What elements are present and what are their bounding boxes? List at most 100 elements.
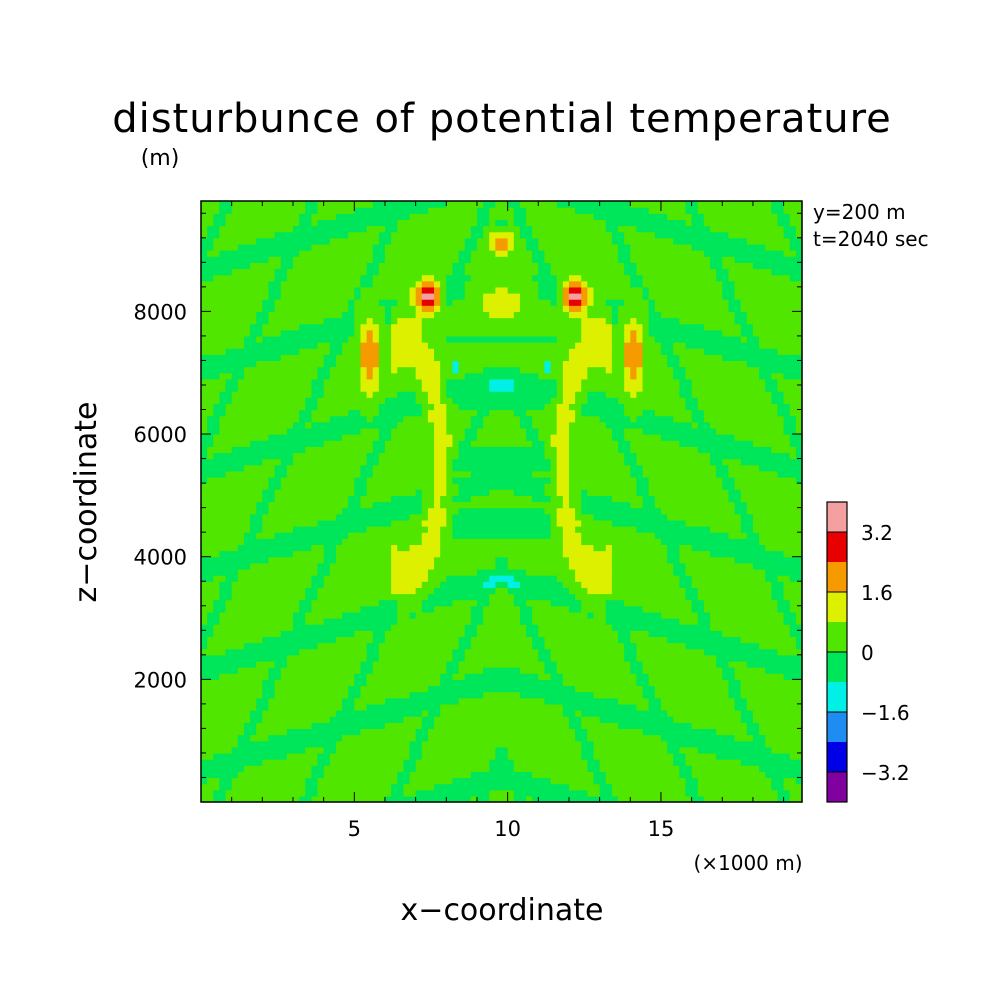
heatmap-cell (354, 771, 362, 779)
heatmap-cell (360, 777, 368, 785)
heatmap-cell (648, 660, 656, 668)
heatmap-cell (501, 630, 509, 638)
heatmap-cell (624, 685, 631, 693)
heatmap-cell (611, 507, 619, 515)
heatmap-cell (587, 654, 595, 662)
heatmap-cell (366, 489, 374, 496)
heatmap-cell (618, 777, 625, 785)
heatmap-cell (562, 697, 570, 705)
heatmap-cell (427, 789, 435, 797)
heatmap-cell (605, 532, 613, 539)
heatmap-cell (446, 722, 454, 730)
heatmap-cell (317, 618, 325, 625)
heatmap-cell (397, 679, 404, 687)
heatmap-cell (219, 710, 227, 717)
heatmap-cell (538, 759, 546, 766)
heatmap-cell (225, 575, 233, 582)
heatmap-cell (243, 667, 251, 674)
heatmap-cell (550, 697, 558, 705)
heatmap-cell (415, 581, 423, 588)
heatmap-cell (415, 587, 423, 595)
heatmap-cell (777, 710, 785, 717)
heatmap-cell (648, 587, 656, 595)
heatmap-cell (783, 562, 791, 570)
heatmap-cell (409, 703, 417, 711)
heatmap-cell (636, 630, 644, 638)
heatmap-cell (538, 624, 546, 631)
heatmap-cell (765, 575, 772, 582)
heatmap-cell (526, 654, 533, 662)
heatmap-cell (746, 679, 754, 687)
heatmap-cell (280, 654, 288, 662)
heatmap-cell (611, 513, 619, 521)
heatmap-cell (243, 593, 251, 601)
heatmap-cell (507, 501, 515, 509)
heatmap-cell (483, 624, 490, 631)
heatmap-cell (501, 544, 509, 552)
heatmap-cell (446, 746, 454, 754)
heatmap-cell (329, 765, 337, 772)
heatmap-cell (513, 654, 521, 662)
heatmap-cell (722, 636, 730, 644)
heatmap-cell (305, 550, 312, 558)
heatmap-cell (795, 746, 803, 754)
heatmap-cell (476, 513, 484, 521)
heatmap-cell (611, 685, 619, 693)
heatmap-cell (409, 734, 417, 742)
heatmap-cell (256, 581, 263, 588)
heatmap-cell (575, 789, 582, 797)
heatmap-cell (605, 771, 613, 779)
heatmap-cell (636, 544, 644, 552)
heatmap-cell (710, 759, 717, 766)
heatmap-cell (250, 630, 257, 638)
heatmap-cell (783, 703, 791, 711)
heatmap-cell (372, 593, 380, 601)
heatmap-cell (562, 519, 570, 527)
heatmap-cell (470, 532, 478, 539)
heatmap-cell (421, 532, 429, 539)
heatmap-cell (495, 654, 503, 662)
heatmap-cell (710, 556, 717, 564)
heatmap-cell (532, 660, 539, 668)
heatmap-cell (568, 489, 576, 496)
heatmap-cell (691, 593, 699, 601)
heatmap-cell (667, 630, 674, 638)
heatmap-cell (642, 519, 650, 527)
heatmap-cell (201, 740, 208, 748)
heatmap-cell (642, 636, 650, 644)
heatmap-cell (397, 513, 404, 521)
heatmap-cell (305, 771, 312, 779)
heatmap-cell (323, 734, 331, 742)
heatmap-cell (286, 526, 294, 533)
heatmap-cell (342, 759, 349, 766)
heatmap-cell (470, 728, 478, 736)
heatmap-cell (795, 501, 803, 509)
heatmap-cell (495, 556, 503, 564)
heatmap-cell (642, 507, 650, 515)
heatmap-cell (256, 489, 263, 496)
heatmap-cell (292, 605, 300, 613)
heatmap-cell (476, 495, 484, 503)
heatmap-cell (746, 728, 754, 736)
heatmap-cell (452, 605, 460, 613)
heatmap-cell (237, 556, 245, 564)
heatmap-cell (213, 575, 220, 582)
heatmap-cell (342, 642, 349, 650)
heatmap-cell (231, 697, 239, 705)
heatmap-cell (360, 722, 368, 730)
heatmap-cell (765, 519, 772, 527)
heatmap-cell (605, 752, 613, 760)
heatmap-cell (476, 746, 484, 754)
heatmap-cell (618, 624, 625, 631)
heatmap-cell (507, 771, 515, 779)
heatmap-cell (231, 716, 239, 723)
heatmap-cell (538, 501, 546, 509)
heatmap-cell (489, 581, 496, 588)
heatmap-cell (262, 691, 270, 699)
heatmap-cell (556, 673, 564, 680)
heatmap-cell (618, 599, 625, 607)
heatmap-cell (409, 722, 417, 730)
heatmap-cell (470, 697, 478, 705)
heatmap-cell (599, 746, 607, 754)
heatmap-cell (372, 544, 380, 552)
